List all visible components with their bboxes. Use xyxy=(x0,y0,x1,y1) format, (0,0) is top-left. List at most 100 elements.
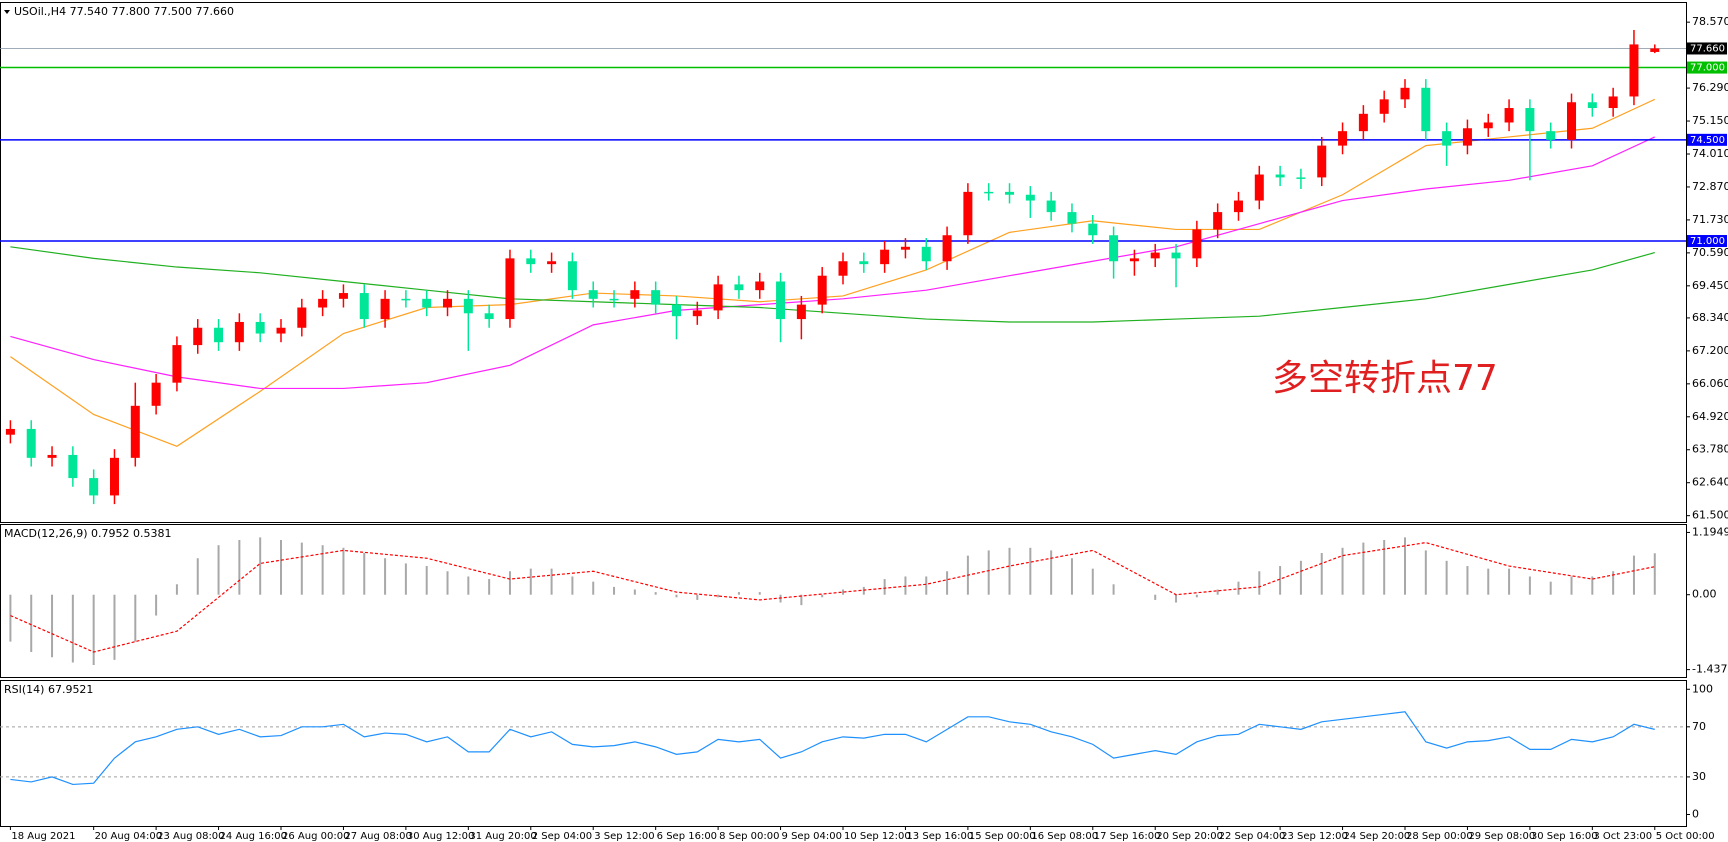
candle-body xyxy=(921,246,931,262)
level-label: 77.000 xyxy=(1690,63,1725,74)
moving-average xyxy=(10,98,1656,447)
candle-body xyxy=(1213,212,1223,230)
candle-body xyxy=(359,293,369,320)
candle-body xyxy=(1567,102,1577,140)
candle-body xyxy=(484,313,494,320)
candle-body xyxy=(692,310,702,317)
y-tick-label: 66.060 xyxy=(1692,377,1728,390)
candle-body xyxy=(1088,223,1098,236)
candle-body xyxy=(588,290,598,299)
candle-body xyxy=(1650,48,1660,52)
candle-body xyxy=(1338,131,1348,146)
signal-line xyxy=(10,541,1655,653)
level-tag xyxy=(1687,133,1727,146)
candle-body xyxy=(1129,258,1139,262)
x-tick-label: 5 Oct 00:00 xyxy=(1656,831,1715,842)
candle-body xyxy=(1525,108,1535,132)
candle-body xyxy=(755,281,765,291)
macd-panel xyxy=(0,524,1687,678)
candle-body xyxy=(1005,191,1015,195)
annotation: 多空转折点77 xyxy=(1272,358,1498,399)
last-price-label: 77.660 xyxy=(1690,43,1725,54)
candle-body xyxy=(1233,200,1243,213)
x-tick-label: 30 Aug 12:00 xyxy=(407,831,474,842)
candle-body xyxy=(26,428,36,458)
candle-body xyxy=(900,246,910,250)
y-tick-label: 30 xyxy=(1692,770,1706,783)
candle-body xyxy=(1629,44,1639,97)
candle-body xyxy=(1150,252,1160,259)
y-tick-label: 70 xyxy=(1692,720,1706,733)
x-tick-label: 10 Sep 12:00 xyxy=(844,831,911,842)
candle-body xyxy=(109,457,119,496)
candle-body xyxy=(505,258,515,320)
candle-body xyxy=(984,191,994,194)
candle-body xyxy=(130,405,140,458)
y-tick-label: 67.200 xyxy=(1692,344,1728,357)
y-tick-label: 68.340 xyxy=(1692,311,1728,324)
x-tick-label: 13 Sep 16:00 xyxy=(906,831,973,842)
candle-body xyxy=(338,293,348,299)
x-tick-label: 23 Sep 12:00 xyxy=(1281,831,1348,842)
x-tick-label: 15 Sep 00:00 xyxy=(969,831,1036,842)
candle-body xyxy=(255,321,265,334)
candle-body xyxy=(151,382,161,406)
y-tick-label: 64.920 xyxy=(1692,410,1728,423)
candle-body xyxy=(859,261,869,265)
candle-body xyxy=(1296,177,1306,179)
y-tick-label: -1.4374 xyxy=(1692,663,1728,676)
candle-body xyxy=(318,298,328,308)
x-tick-label: 6 Sep 16:00 xyxy=(657,831,717,842)
y-tick-label: 0 xyxy=(1692,807,1699,820)
candle-body xyxy=(380,298,390,320)
moving-average xyxy=(10,136,1656,390)
candle-body xyxy=(942,235,952,262)
candle-body xyxy=(422,298,432,308)
candle-body xyxy=(1192,229,1202,259)
candle-body xyxy=(1358,113,1368,132)
y-tick-label: 76.290 xyxy=(1692,81,1728,94)
level-label: 71.000 xyxy=(1690,236,1725,247)
x-tick-label: 31 Aug 20:00 xyxy=(469,831,536,842)
macd-title: MACD(12,26,9) 0.7952 0.5381 xyxy=(4,527,172,540)
candle-body xyxy=(1587,102,1597,109)
candle-body xyxy=(817,275,827,305)
x-tick-label: 27 Aug 08:00 xyxy=(344,831,411,842)
candle-body xyxy=(1109,235,1119,262)
candle-body xyxy=(1504,108,1514,123)
y-tick-label: 69.450 xyxy=(1692,279,1728,292)
level-label: 74.500 xyxy=(1690,135,1725,146)
candle-body xyxy=(172,345,182,383)
candle-body xyxy=(193,327,203,346)
y-tick-label: 63.780 xyxy=(1692,443,1728,456)
candle-body xyxy=(401,298,411,301)
y-tick-label: 75.150 xyxy=(1692,114,1728,127)
x-tick-label: 16 Sep 08:00 xyxy=(1031,831,1098,842)
y-tick-label: 74.010 xyxy=(1692,147,1728,160)
candle-body xyxy=(89,478,99,496)
y-tick-label: 61.500 xyxy=(1692,509,1728,522)
y-tick-label: 72.870 xyxy=(1692,180,1728,193)
x-tick-label: 3 Sep 12:00 xyxy=(594,831,654,842)
y-tick-label: 1.1949 xyxy=(1692,525,1728,538)
candle-body xyxy=(796,304,806,320)
candle-body xyxy=(1442,131,1452,146)
y-tick-label: 78.570 xyxy=(1692,15,1728,28)
candle-body xyxy=(297,307,307,328)
candle-body xyxy=(1462,128,1472,146)
rsi-line xyxy=(10,711,1655,786)
candle-body xyxy=(234,321,244,343)
candle-body xyxy=(1400,87,1410,100)
candle-body xyxy=(1608,96,1618,109)
candle-body xyxy=(963,191,973,236)
candle-body xyxy=(526,258,536,265)
candle-body xyxy=(1046,200,1056,213)
candle-body xyxy=(1546,131,1556,140)
y-tick-label: 70.590 xyxy=(1692,246,1728,259)
x-tick-label: 28 Sep 00:00 xyxy=(1406,831,1473,842)
candle-body xyxy=(651,290,661,305)
candle-body xyxy=(838,261,848,276)
x-tick-label: 24 Aug 16:00 xyxy=(220,831,287,842)
candle-body xyxy=(1421,87,1431,132)
